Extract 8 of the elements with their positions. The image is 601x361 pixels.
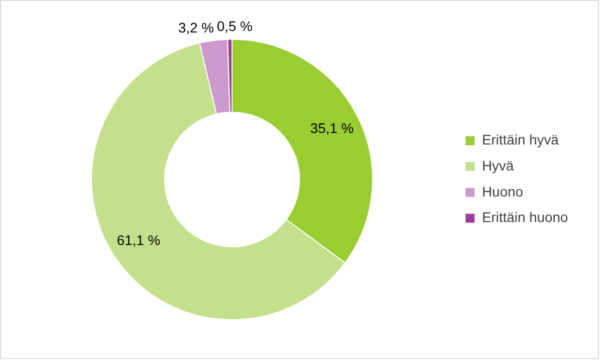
legend-label: Hyvä [482,157,514,174]
legend-label: Erittäin huono [482,209,568,226]
data-label: 61,1 % [116,232,160,248]
legend-label: Erittäin hyvä [482,132,559,148]
legend-label: Huono [482,183,524,200]
data-label: 3,2 % [178,20,214,36]
data-label: 35,1 % [310,120,354,136]
data-label: 0,5 % [216,18,253,34]
